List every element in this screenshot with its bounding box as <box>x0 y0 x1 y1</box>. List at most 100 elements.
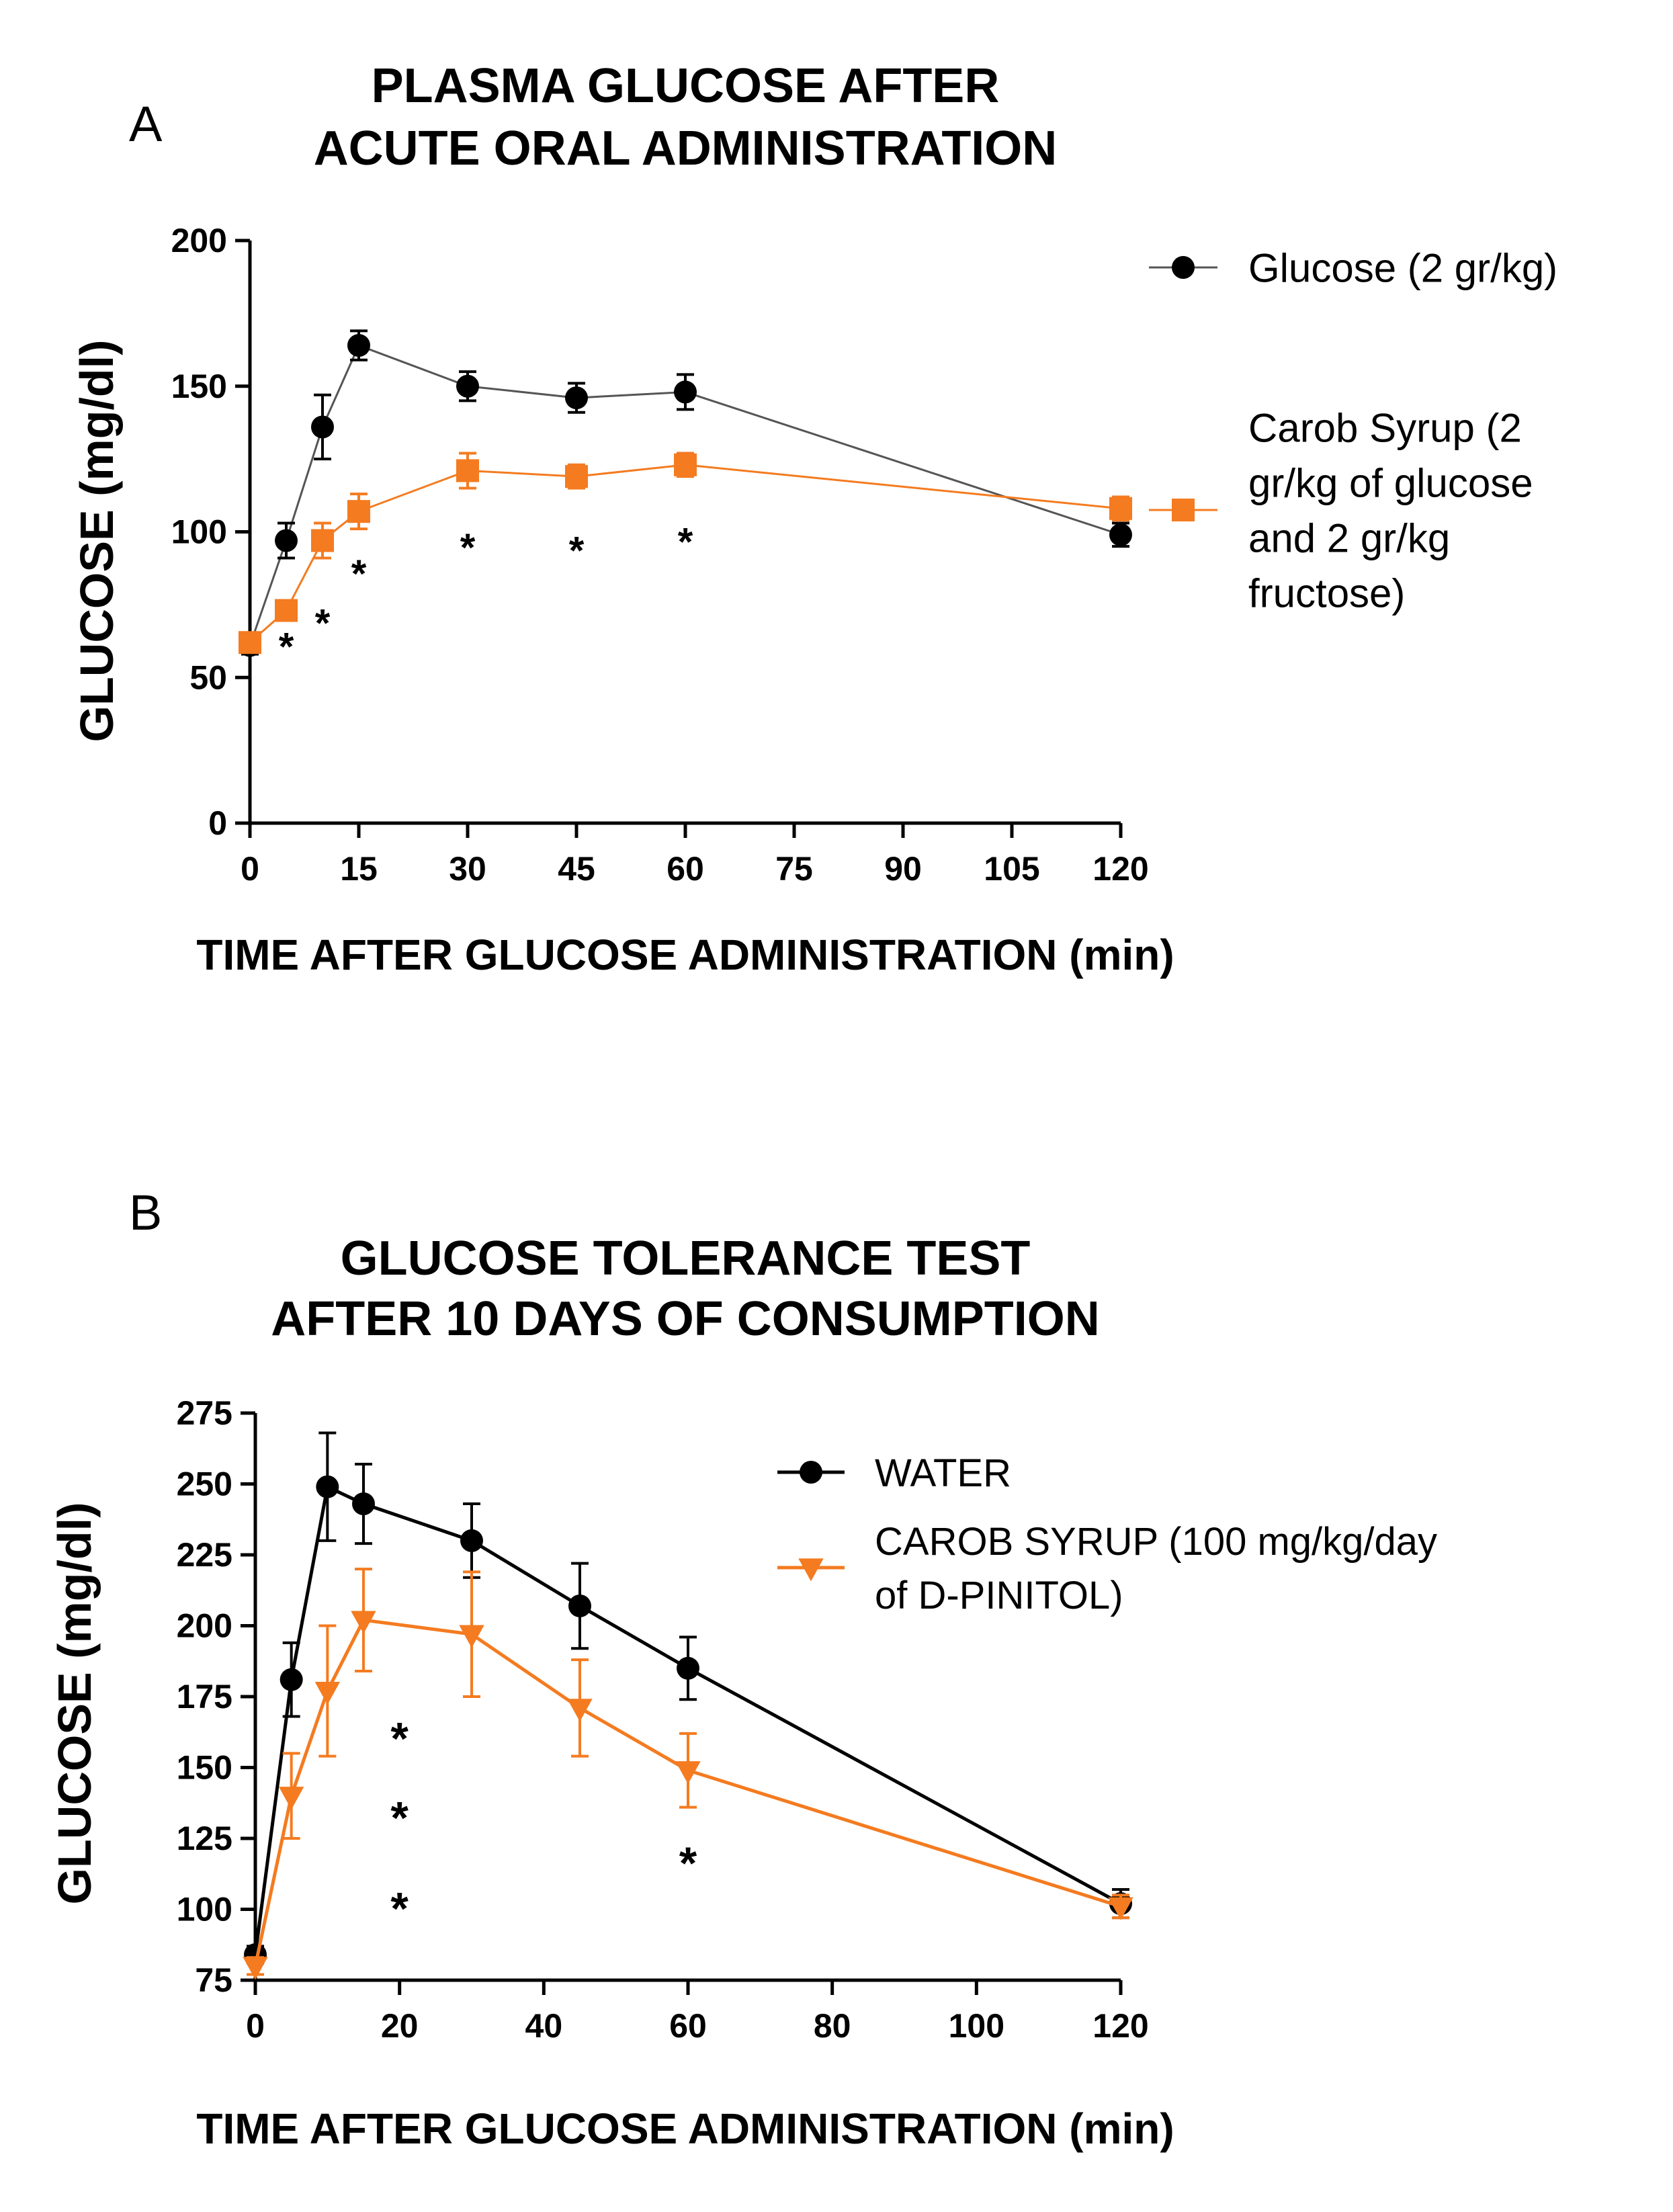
significance-markers: * * * * * * <box>279 520 693 669</box>
legend-label: WATER <box>875 1451 1011 1495</box>
x-tick-label: 120 <box>1092 2007 1148 2045</box>
data-point <box>459 1625 484 1648</box>
x-tick-label: 0 <box>246 2007 265 2045</box>
y-tick-label: 75 <box>195 1961 232 1999</box>
y-axis-title: GLUCOSE (mg/dl) <box>48 1502 101 1905</box>
x-tick-label: 60 <box>669 2007 707 2045</box>
data-point <box>456 459 479 482</box>
significance-star: * <box>679 1838 697 1889</box>
legend-item-1: WATER <box>777 1451 1011 1495</box>
x-tick-label: 90 <box>884 850 922 888</box>
data-point <box>674 380 697 404</box>
y-tick-label: 0 <box>208 804 227 842</box>
panel-label: B <box>129 1185 162 1240</box>
y-axis-title: GLUCOSE (mg/dl) <box>71 340 123 742</box>
panel-b: B GLUCOSE TOLERANCE TEST AFTER 10 DAYS O… <box>48 1185 1437 2153</box>
panel-a: A PLASMA GLUCOSE AFTER ACUTE ORAL ADMINI… <box>71 59 1557 979</box>
data-point <box>456 374 479 398</box>
data-point <box>674 453 697 476</box>
axes: 75 100 125 150 175 200 225 250 275 0 20 40 60 80 100 12… <box>177 1394 1149 2045</box>
y-tick-label: 150 <box>177 1749 232 1787</box>
x-tick-label: 105 <box>984 850 1039 888</box>
legend-label: of D-PINITOL) <box>875 1574 1123 1617</box>
x-axis-title: TIME AFTER GLUCOSE ADMINISTRATION (min) <box>196 2104 1174 2153</box>
data-point <box>347 334 370 357</box>
chart-title-line-1: GLUCOSE TOLERANCE TEST <box>341 1232 1031 1285</box>
significance-star: * <box>390 1793 409 1844</box>
y-tick-label: 100 <box>171 513 227 551</box>
legend-label: CAROB SYRUP (100 mg/kg/day <box>875 1520 1437 1564</box>
data-point <box>1109 523 1132 546</box>
data-point <box>280 1668 303 1691</box>
data-point <box>352 1492 375 1516</box>
y-tick-label: 250 <box>177 1465 232 1503</box>
data-point <box>677 1656 699 1680</box>
data-point <box>565 386 588 410</box>
series-1 <box>239 329 1132 657</box>
data-point <box>239 631 261 654</box>
chart-title-line-2: AFTER 10 DAYS OF CONSUMPTION <box>271 1292 1100 1346</box>
y-tick-label: 50 <box>189 658 227 696</box>
x-tick-label: 45 <box>558 850 595 888</box>
data-point <box>460 1529 483 1552</box>
legend-item-2: CAROB SYRUP (100 mg/kg/day of D-PINITOL) <box>777 1520 1437 1617</box>
data-point <box>347 500 370 523</box>
legend-item-2: Carob Syrup (2 gr/kg of glucose and 2 gr/k… <box>1149 406 1533 616</box>
data-point <box>567 1699 593 1722</box>
significance-star: * <box>279 625 294 669</box>
data-point <box>351 1611 376 1634</box>
y-tick-label: 225 <box>177 1536 232 1574</box>
data-point <box>1172 499 1195 521</box>
significance-markers: * * * * <box>390 1713 697 1934</box>
x-tick-label: 0 <box>241 850 259 888</box>
axes: 0 50 100 150 200 0 15 30 45 60 75 90 105 120 <box>171 222 1149 888</box>
data-point <box>243 1957 268 1980</box>
legend-label: Carob Syrup (2 <box>1248 406 1522 451</box>
series-line <box>249 344 1121 646</box>
data-point <box>800 1461 822 1484</box>
x-tick-label: 15 <box>340 850 378 888</box>
y-tick-label: 275 <box>177 1394 232 1432</box>
legend-label: Glucose (2 gr/kg) <box>1248 246 1557 291</box>
chart-title-line-1: PLASMA GLUCOSE AFTER <box>372 59 1000 113</box>
series-line <box>249 464 1121 644</box>
y-tick-label: 200 <box>171 222 227 259</box>
data-point <box>1108 1897 1133 1920</box>
data-point <box>675 1761 701 1785</box>
data-point <box>316 1475 339 1498</box>
legend-item-1: Glucose (2 gr/kg) <box>1149 246 1557 291</box>
data-point <box>275 529 298 552</box>
x-tick-label: 40 <box>525 2007 563 2045</box>
data-point <box>314 1681 341 1705</box>
x-tick-label: 120 <box>1092 850 1148 888</box>
y-tick-label: 175 <box>177 1678 232 1715</box>
legend-label: gr/kg of glucose <box>1248 461 1533 506</box>
x-tick-label: 60 <box>667 850 704 888</box>
series-layer <box>243 1431 1133 1980</box>
data-point <box>1172 256 1195 279</box>
significance-star: * <box>351 552 367 596</box>
x-tick-label: 75 <box>775 850 813 888</box>
panel-label: A <box>129 96 163 152</box>
series-layer <box>239 329 1132 657</box>
series-line <box>253 1618 1121 1967</box>
significance-star: * <box>390 1713 409 1764</box>
significance-star: * <box>390 1883 409 1934</box>
legend: Glucose (2 gr/kg) Carob Syrup (2 gr/kg of … <box>1149 246 1557 616</box>
data-point <box>311 529 334 552</box>
data-point <box>275 599 298 622</box>
series-2 <box>239 452 1132 654</box>
x-tick-label: 80 <box>814 2007 851 2045</box>
data-point <box>565 465 588 488</box>
y-tick-label: 200 <box>177 1607 232 1645</box>
series-line <box>253 1484 1122 1955</box>
significance-star: * <box>569 529 585 572</box>
y-tick-label: 150 <box>171 368 227 405</box>
data-point <box>568 1594 591 1617</box>
y-tick-label: 100 <box>177 1891 232 1928</box>
legend: WATER CAROB SYRUP (100 mg/kg/day of D-PINI… <box>777 1451 1437 1617</box>
y-tick-label: 125 <box>177 1820 232 1857</box>
data-point <box>798 1558 824 1582</box>
data-point <box>311 415 334 439</box>
